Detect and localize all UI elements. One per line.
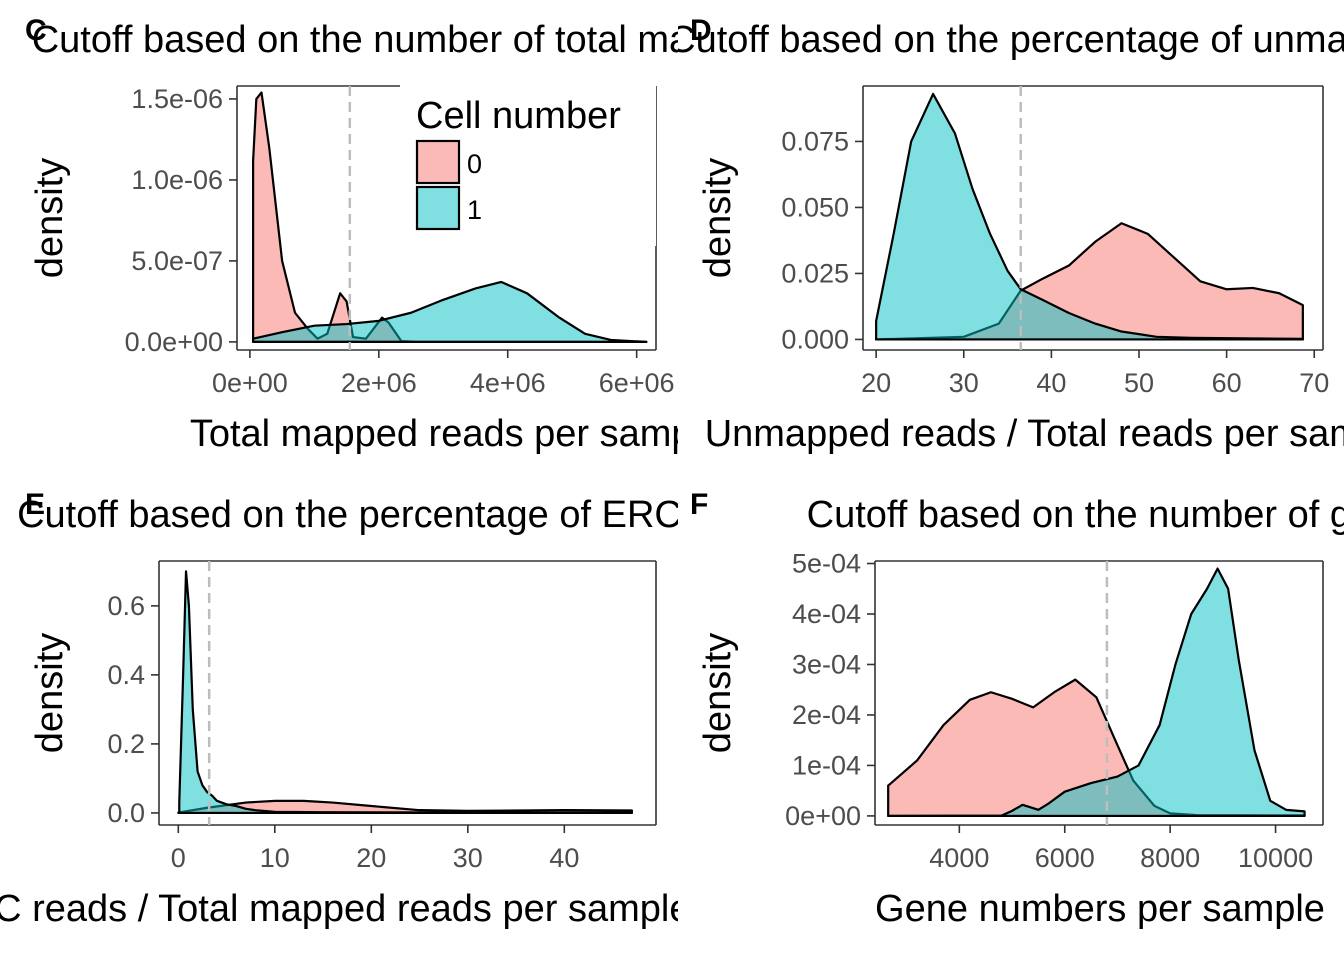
x-tick-label: 6e+06 [599,368,675,398]
x-tick-label: 40 [1036,368,1066,398]
y-tick-label: 0.2 [107,729,145,759]
chart-title: Cutoff based on the percentage of unmapp… [668,19,1344,61]
y-tick-label: 0e+00 [785,801,861,831]
y-axis-label: density [29,633,71,753]
y-tick-label: 5.0e-07 [131,246,223,276]
y-tick-label: 2e-04 [792,700,861,730]
y-axis-label: density [697,158,739,278]
panel-tag: F [690,488,708,521]
x-tick-label: 10 [260,843,290,873]
x-tick-label: 30 [453,843,483,873]
chart-title: Cutoff based on the number of genes [807,494,1344,536]
y-tick-label: 0.6 [107,591,145,621]
x-tick-label: 4e+06 [470,368,546,398]
x-tick-label: 40 [549,843,579,873]
chart-title: Cutoff based on the percentage of ERCC r… [17,494,815,536]
y-tick-label: 3e-04 [792,649,861,679]
legend-key-1 [415,185,461,231]
density-area-1 [178,570,633,815]
x-tick-label: 4000 [929,843,989,873]
y-tick-label: 1e-04 [792,750,861,780]
density-area-1 [875,92,1304,341]
y-tick-label: 5e-04 [792,549,861,579]
x-tick-label: 8000 [1140,843,1200,873]
x-tick-label: 0 [171,843,186,873]
x-tick-label: 10000 [1238,843,1313,873]
chart-title: Cutoff based on the number of total mapp… [32,19,881,61]
y-tick-label: 1.5e-06 [131,84,223,114]
y-tick-label: 0.4 [107,660,145,690]
panel-c: Cutoff based on the number of total mapp… [29,19,881,455]
y-tick-label: 0.025 [781,258,849,288]
x-tick-label: 2e+06 [341,368,417,398]
panel-d: Cutoff based on the percentage of unmapp… [668,19,1344,455]
panel-tag: E [25,488,45,521]
density-area-1 [887,567,1306,818]
y-tick-label: 0.0e+00 [125,327,223,357]
y-tick-label: 0.050 [781,192,849,222]
panel-tag: D [690,14,712,47]
y-tick-label: 4e-04 [792,599,861,629]
y-axis-label: density [697,633,739,753]
legend: Cell number 0 1 [400,60,656,246]
y-tick-label: 0.075 [781,126,849,156]
x-axis-label: Gene numbers per sample [875,888,1325,930]
x-tick-label: 6000 [1035,843,1095,873]
x-axis-label: ERCC reads / Total mapped reads per samp… [0,888,760,930]
x-tick-label: 60 [1212,368,1242,398]
x-axis-label: Total mapped reads per sample [190,413,722,455]
density-area-1 [252,280,648,344]
y-tick-label: 1.0e-06 [131,165,223,195]
y-axis-label: density [29,158,71,278]
legend-label-0: 0 [467,149,482,179]
panel-e: Cutoff based on the percentage of ERCC r… [0,494,815,930]
x-tick-label: 20 [861,368,891,398]
legend-title: Cell number [416,95,621,137]
legend-label-1: 1 [467,195,482,225]
legend-key-0 [415,139,461,185]
panel-f: Cutoff based on the number of genes 4000 6… [697,494,1344,930]
x-tick-label: 50 [1124,368,1154,398]
x-tick-label: 0e+00 [212,368,288,398]
x-tick-label: 30 [949,368,979,398]
x-tick-label: 70 [1299,368,1329,398]
x-tick-label: 20 [356,843,386,873]
x-axis-label: Unmapped reads / Total reads per sample … [705,413,1344,455]
y-tick-label: 0.000 [781,324,849,354]
panel-tag: C [25,14,47,47]
y-tick-label: 0.0 [107,798,145,828]
